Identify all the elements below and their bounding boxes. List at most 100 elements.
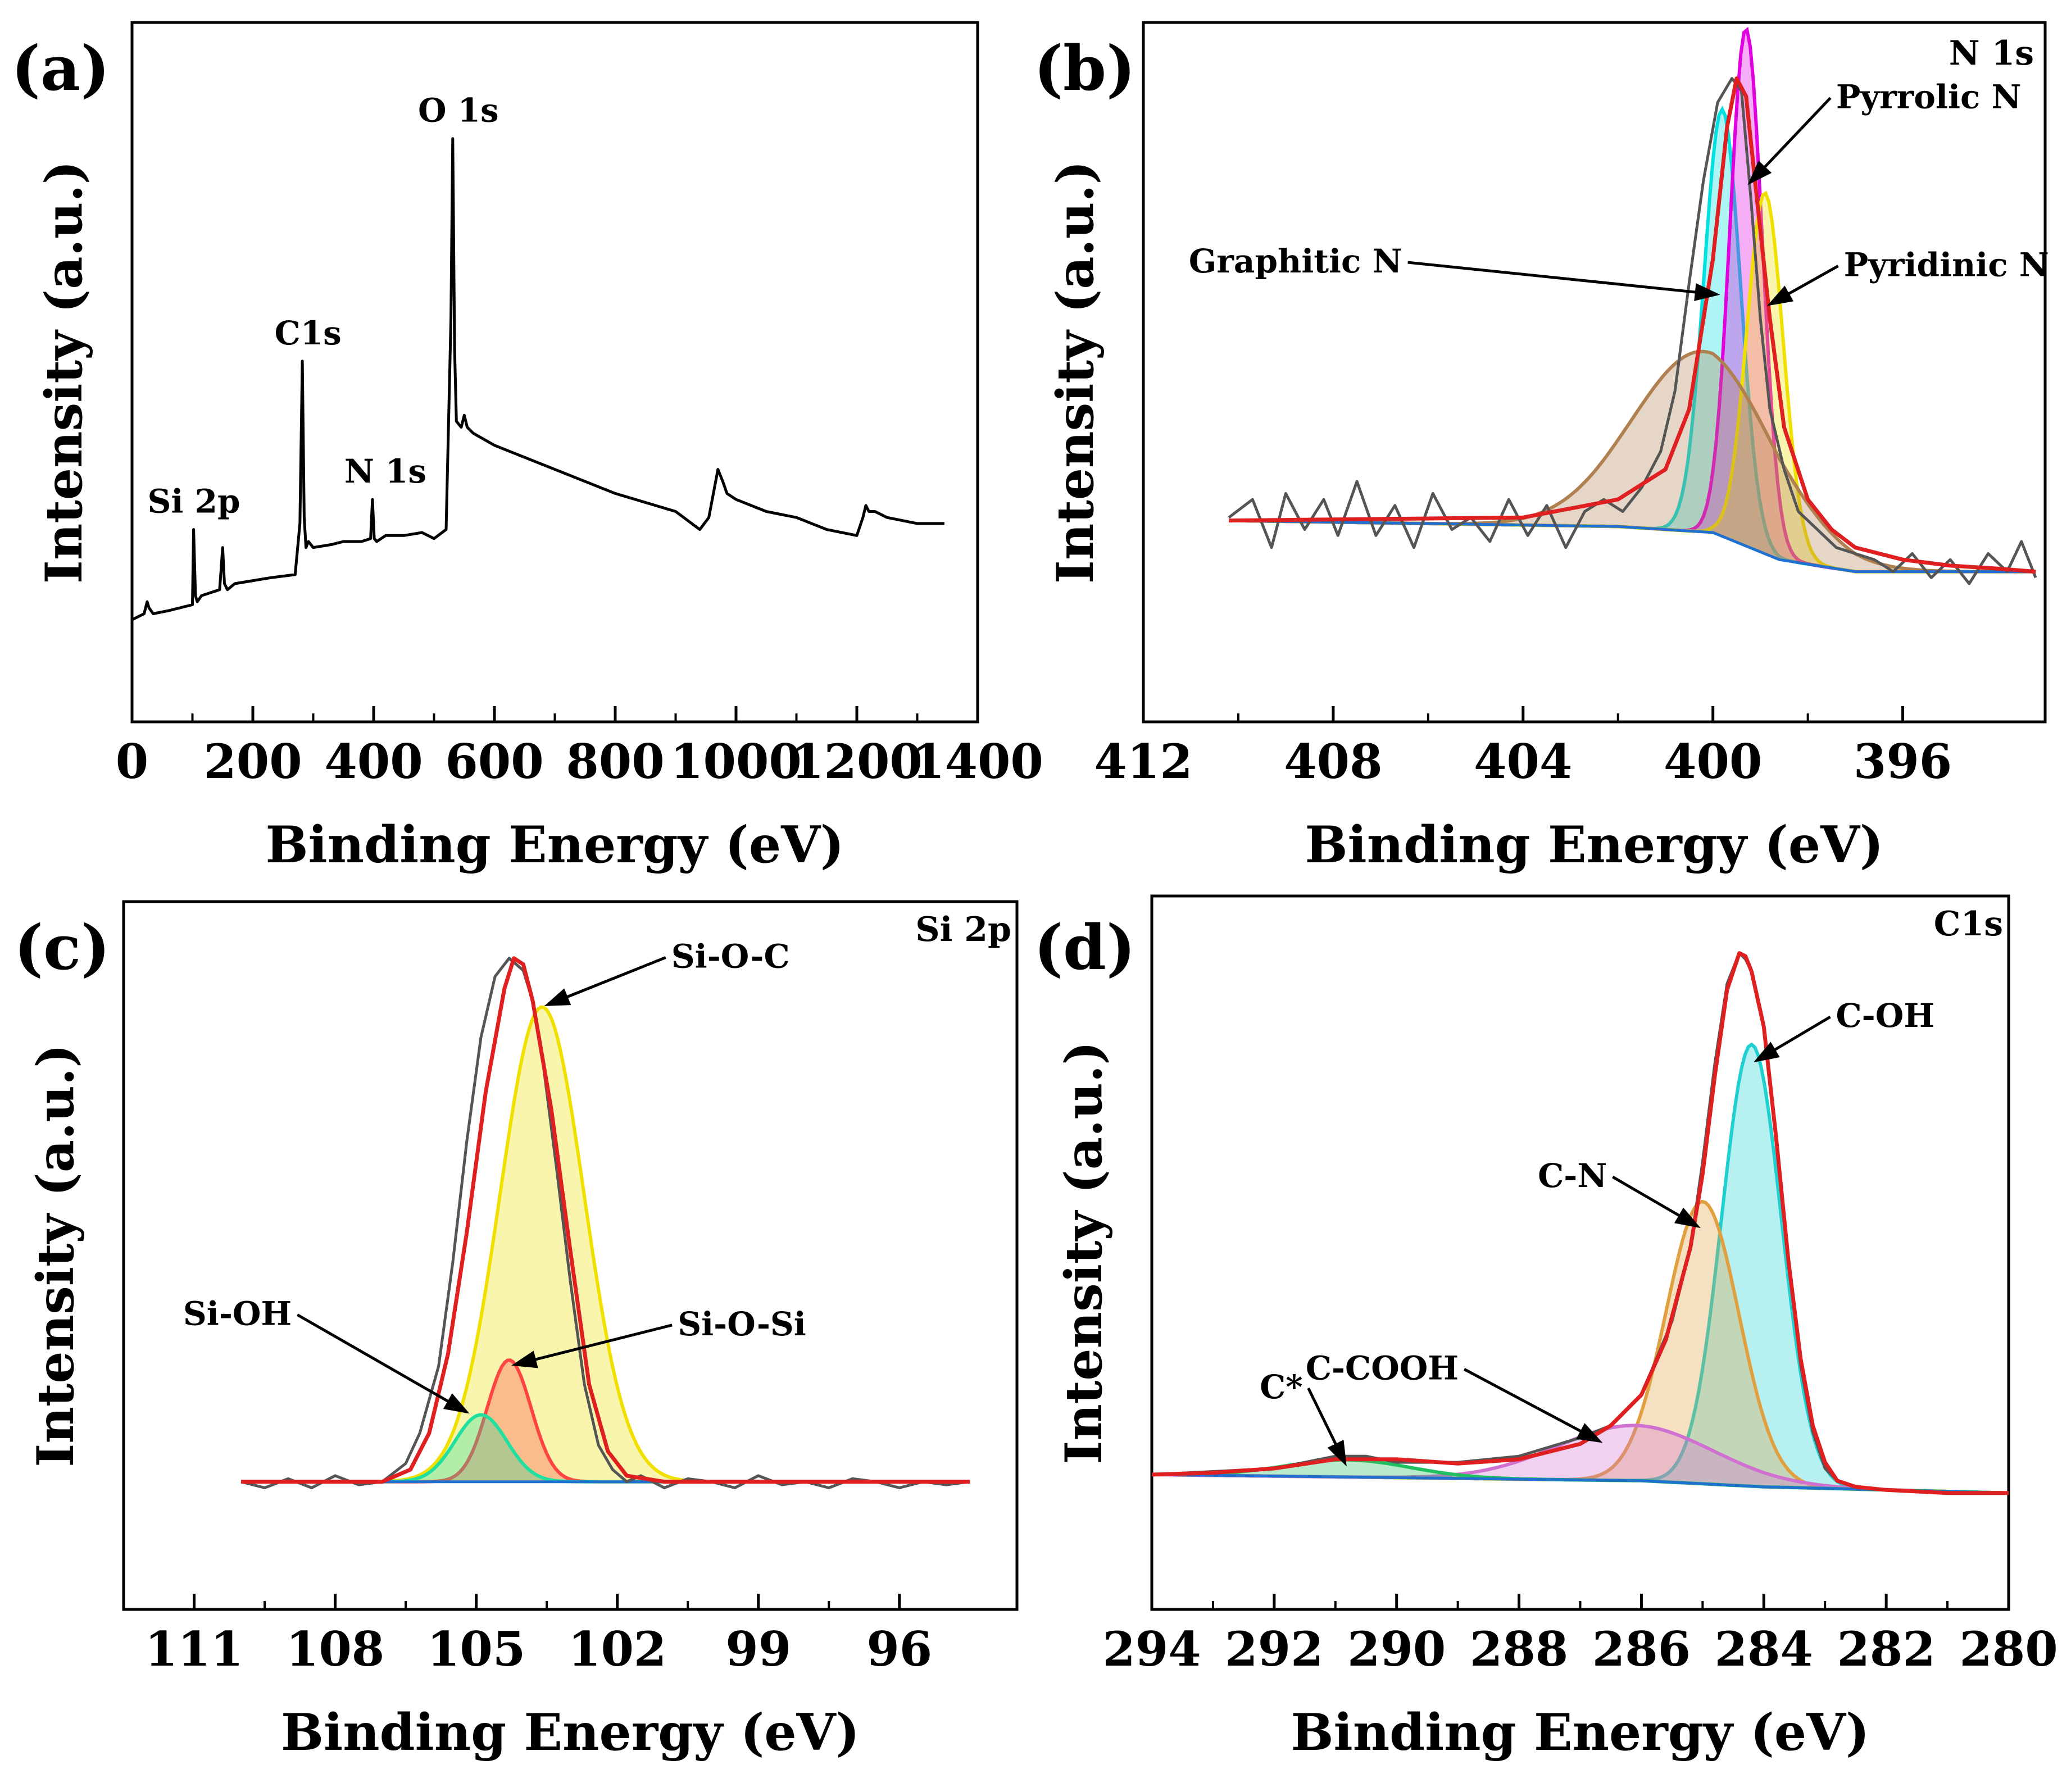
fit-envelope-line (241, 956, 970, 1484)
x-tick-label: 0 (116, 734, 148, 789)
x-tick-label: 280 (1959, 1621, 2058, 1677)
x-tick-label: 400 (1664, 734, 1762, 789)
y-axis-title: Intensity (a.u.) (1046, 161, 1105, 584)
x-tick-label: 111 (145, 1621, 243, 1677)
annotation-arrowhead (443, 1393, 470, 1414)
annotation-label: Si-O-Si (678, 1305, 806, 1343)
panel-b: (b) N 1s 412 408 404 400 396 Binding Energy (eV… (1034, 21, 2049, 875)
component-fill (1152, 1044, 2009, 1493)
component-fill (1152, 1459, 2009, 1493)
fit-envelope-line (1229, 76, 2036, 574)
annotation-arrowhead (1767, 285, 1794, 306)
x-tick-label: 396 (1854, 734, 1952, 789)
annotation-arrow (1767, 1016, 1831, 1056)
x-tick-label: 99 (725, 1621, 791, 1677)
peak-label: N 1s (344, 452, 426, 490)
plot-frame (130, 21, 979, 724)
annotation-label: C-N (1538, 1157, 1607, 1195)
x-axis-title: Binding Energy (eV) (1305, 815, 1883, 875)
annotation-label: C* (1260, 1368, 1303, 1406)
x-tick-label: 1400 (912, 734, 1043, 789)
plot-area (132, 137, 944, 621)
raw-spectrum-line (240, 957, 970, 1489)
y-axis-title: Intensity (a.u.) (34, 161, 94, 584)
panel-letter: (c) (14, 911, 110, 984)
x-tick-label: 400 (324, 734, 423, 789)
peak-label: O 1s (418, 92, 499, 130)
x-tick-label: 105 (427, 1621, 525, 1677)
y-axis-title: Intensity (a.u.) (26, 1044, 85, 1467)
x-tick-label: 282 (1837, 1621, 1935, 1677)
annotation-arrowhead (1576, 1423, 1603, 1443)
plot-frame (1142, 21, 2047, 724)
panel-title: Si 2p (915, 910, 1011, 949)
x-tick-label: 284 (1715, 1621, 1813, 1677)
x-tick-label: 600 (445, 734, 543, 789)
component-fill (241, 1007, 970, 1482)
annotation-arrowhead (1694, 283, 1720, 301)
annotation-arrow (1781, 265, 1839, 299)
panel-d: (d) C1s 294 292 290 288 286 284 282 280 Binding En… (1034, 894, 2058, 1762)
annotation-label: C-COOH (1306, 1349, 1459, 1387)
annotation-arrowhead (511, 1350, 538, 1368)
panel-letter: (a) (11, 32, 110, 104)
annotation-label: C-OH (1836, 997, 1935, 1035)
x-tick-label: 412 (1094, 734, 1192, 789)
peak-label: C1s (275, 314, 342, 352)
x-tick-label: 408 (1284, 734, 1382, 789)
component-fill (1152, 1425, 2009, 1493)
panel-letter: (d) (1034, 911, 1136, 984)
x-tick-label: 200 (203, 734, 302, 789)
x-tick-label: 288 (1470, 1621, 1568, 1677)
annotation-arrow (1463, 1368, 1589, 1436)
plot-area (240, 956, 970, 1489)
component-peak (1152, 1042, 2009, 1495)
plot-area (1152, 951, 2009, 1495)
annotation-label: Si-OH (183, 1295, 292, 1333)
x-axis-title: Binding Energy (eV) (265, 815, 844, 875)
panel-title: N 1s (1949, 34, 2034, 73)
annotation-arrow (527, 1323, 673, 1363)
annotation-arrowhead (544, 988, 571, 1007)
panel-letter: (b) (1034, 32, 1136, 104)
spectrum-line (132, 137, 944, 621)
annotation-arrow (1407, 261, 1704, 295)
x-tick-label: 96 (866, 1621, 932, 1677)
annotation-label: Graphitic N (1189, 242, 1402, 280)
x-tick-label: 404 (1474, 734, 1572, 789)
x-tick-label: 1000 (670, 734, 802, 789)
x-axis-title: Binding Energy (eV) (281, 1703, 860, 1762)
fit-envelope-line (1152, 951, 2009, 1495)
x-axis-title: Binding Energy (eV) (1291, 1703, 1869, 1762)
x-tick-label: 290 (1347, 1621, 1446, 1677)
annotation-arrow (1307, 1387, 1341, 1452)
component-fill (1229, 351, 2036, 572)
annotation-label: Si-O-C (671, 937, 790, 975)
x-tick-label: 1200 (791, 734, 923, 789)
y-axis-title: Intensity (a.u.) (1054, 1041, 1114, 1464)
x-tick-label: 102 (568, 1621, 666, 1677)
annotation-label: Pyrrolic N (1836, 78, 2022, 116)
annotation-arrowhead (1327, 1440, 1347, 1467)
panel-title: C1s (1934, 904, 2003, 944)
annotation-arrow (559, 956, 666, 1002)
annotation-arrow (1612, 1175, 1687, 1221)
annotation-arrowhead (1674, 1207, 1701, 1229)
background-line (1229, 519, 2036, 574)
plot-frame (122, 900, 1019, 1611)
annotation-arrowhead (1753, 1041, 1780, 1063)
peak-label: Si 2p (148, 483, 240, 521)
annotation-arrowhead (1747, 160, 1772, 185)
x-tick-label: 108 (286, 1621, 384, 1677)
annotation-arrow (1758, 97, 1832, 174)
x-tick-label: 800 (566, 734, 664, 789)
raw-spectrum-line (1228, 77, 2037, 585)
x-tick-label: 286 (1592, 1621, 1691, 1677)
annotation-arrow (297, 1313, 456, 1407)
x-tick-label: 294 (1102, 1621, 1201, 1677)
x-tick-label: 292 (1225, 1621, 1323, 1677)
plot-area (1228, 26, 2037, 585)
